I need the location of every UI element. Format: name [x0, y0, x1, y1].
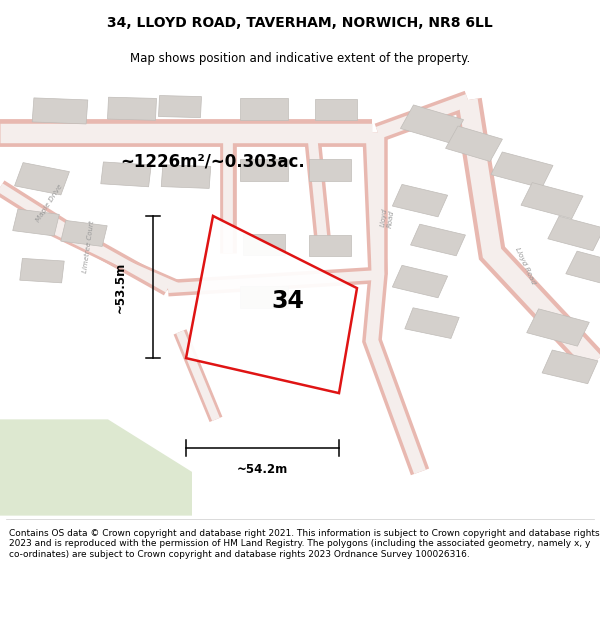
Polygon shape — [101, 162, 151, 187]
Polygon shape — [446, 126, 502, 161]
Text: Limetree Court: Limetree Court — [82, 220, 95, 273]
Text: Map shows position and indicative extent of the property.: Map shows position and indicative extent… — [130, 52, 470, 65]
Text: 34, LLOYD ROAD, TAVERHAM, NORWICH, NR8 6LL: 34, LLOYD ROAD, TAVERHAM, NORWICH, NR8 6… — [107, 16, 493, 31]
Polygon shape — [542, 350, 598, 384]
Polygon shape — [405, 308, 459, 339]
Polygon shape — [527, 309, 589, 346]
Polygon shape — [32, 98, 88, 124]
Polygon shape — [309, 159, 351, 181]
Polygon shape — [400, 105, 464, 143]
Polygon shape — [158, 96, 202, 118]
Polygon shape — [392, 266, 448, 298]
Text: Maple Drive: Maple Drive — [35, 183, 64, 222]
Polygon shape — [309, 235, 351, 256]
Polygon shape — [240, 159, 288, 181]
Text: ~1226m²/~0.303ac.: ~1226m²/~0.303ac. — [121, 152, 305, 170]
Polygon shape — [315, 99, 357, 120]
Text: Lloyd
Road: Lloyd Road — [379, 208, 395, 228]
Text: Lloyd Road: Lloyd Road — [514, 247, 536, 286]
Polygon shape — [61, 221, 107, 246]
Polygon shape — [392, 184, 448, 217]
Polygon shape — [566, 251, 600, 286]
Polygon shape — [186, 216, 357, 393]
Text: Contains OS data © Crown copyright and database right 2021. This information is : Contains OS data © Crown copyright and d… — [9, 529, 599, 559]
Polygon shape — [240, 286, 288, 308]
Polygon shape — [410, 224, 466, 256]
Polygon shape — [491, 152, 553, 188]
Polygon shape — [0, 419, 192, 516]
Polygon shape — [14, 162, 70, 195]
Polygon shape — [107, 98, 157, 120]
Polygon shape — [548, 216, 600, 251]
Polygon shape — [20, 258, 64, 283]
Text: ~53.5m: ~53.5m — [113, 261, 127, 312]
Polygon shape — [243, 234, 285, 255]
Polygon shape — [240, 98, 288, 120]
Polygon shape — [521, 182, 583, 219]
Text: 34: 34 — [272, 289, 304, 313]
Text: ~54.2m: ~54.2m — [237, 463, 288, 476]
Polygon shape — [161, 165, 211, 188]
Polygon shape — [13, 209, 59, 236]
